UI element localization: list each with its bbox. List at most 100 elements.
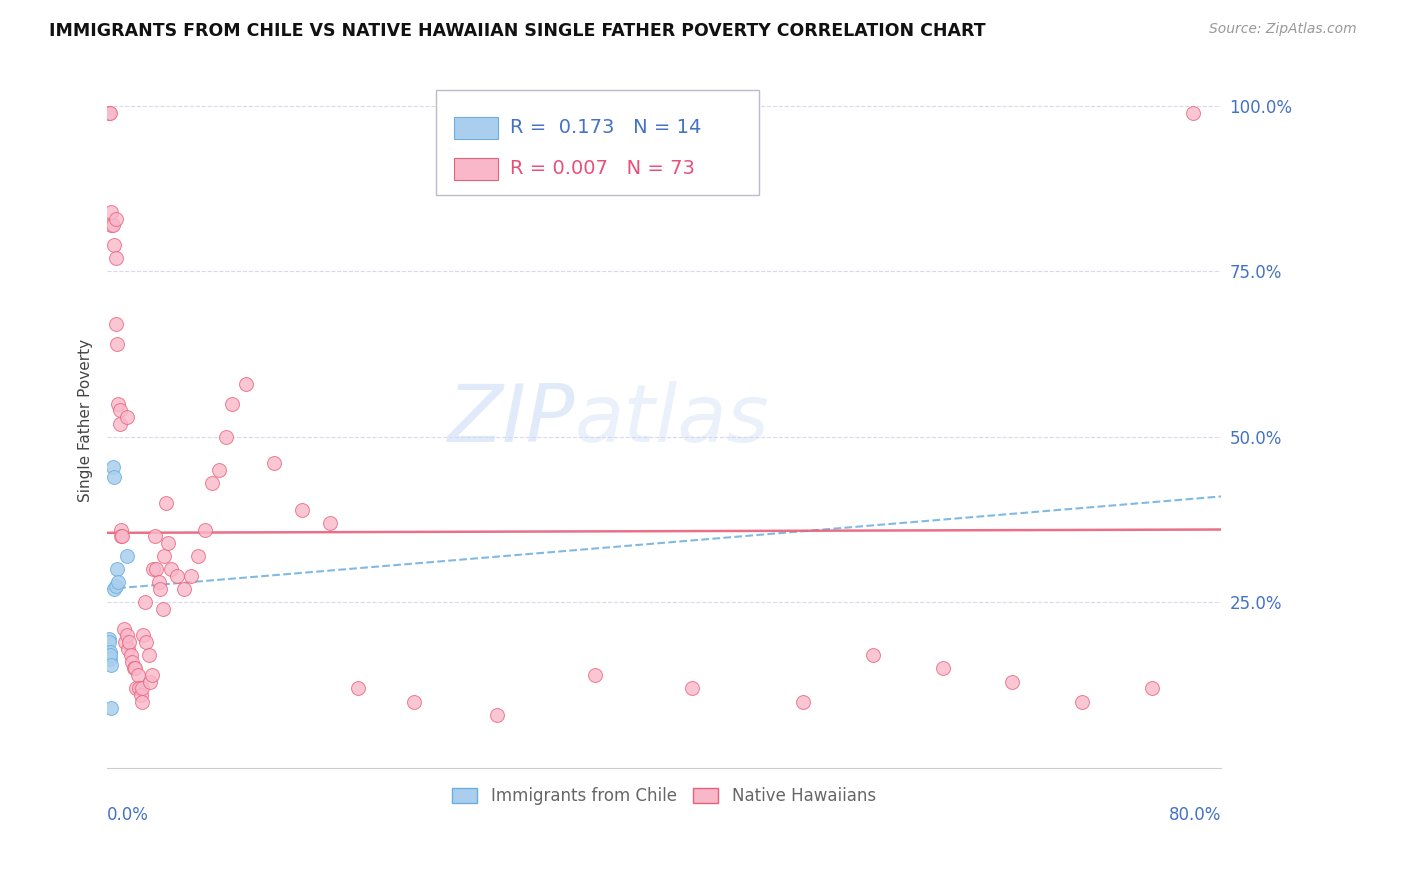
- Point: [128, 681, 150, 696]
- Point: [173, 582, 195, 596]
- Point: [124, 661, 146, 675]
- Point: [148, 575, 170, 590]
- Point: [115, 410, 138, 425]
- Point: [149, 582, 172, 596]
- Point: [97, 632, 120, 646]
- Point: [131, 694, 153, 708]
- Point: [201, 476, 224, 491]
- Point: [103, 582, 125, 596]
- Point: [101, 218, 124, 232]
- Point: [104, 211, 127, 226]
- Point: [221, 397, 243, 411]
- Point: [108, 403, 131, 417]
- Point: [862, 648, 884, 663]
- Point: [143, 529, 166, 543]
- Point: [108, 417, 131, 431]
- FancyBboxPatch shape: [454, 158, 498, 180]
- Text: atlas: atlas: [575, 382, 770, 459]
- Point: [214, 430, 236, 444]
- Point: [263, 456, 285, 470]
- Point: [100, 205, 122, 219]
- Point: [117, 641, 139, 656]
- Point: [118, 635, 141, 649]
- Point: [104, 252, 127, 266]
- Point: [1140, 681, 1163, 696]
- Point: [402, 694, 425, 708]
- Point: [681, 681, 703, 696]
- Point: [115, 628, 138, 642]
- Point: [110, 523, 132, 537]
- Point: [194, 523, 217, 537]
- Text: 0.0%: 0.0%: [107, 805, 149, 824]
- Point: [98, 648, 121, 663]
- Point: [112, 622, 135, 636]
- Point: [160, 562, 183, 576]
- Point: [142, 562, 165, 576]
- Point: [207, 463, 229, 477]
- Point: [347, 681, 370, 696]
- Point: [1001, 674, 1024, 689]
- Point: [98, 645, 121, 659]
- Point: [319, 516, 342, 530]
- Text: Source: ZipAtlas.com: Source: ZipAtlas.com: [1209, 22, 1357, 37]
- Point: [235, 376, 257, 391]
- Point: [138, 648, 160, 663]
- Point: [139, 674, 162, 689]
- Point: [134, 595, 156, 609]
- FancyBboxPatch shape: [454, 117, 498, 139]
- Point: [122, 661, 145, 675]
- Point: [104, 318, 127, 332]
- Point: [107, 575, 129, 590]
- Point: [1182, 105, 1205, 120]
- Point: [104, 579, 127, 593]
- Point: [105, 337, 128, 351]
- Point: [97, 635, 120, 649]
- Point: [120, 648, 142, 663]
- Point: [103, 469, 125, 483]
- Text: ZIP: ZIP: [447, 382, 575, 459]
- Point: [145, 562, 167, 576]
- Point: [291, 502, 314, 516]
- Text: R =  0.173   N = 14: R = 0.173 N = 14: [510, 119, 702, 137]
- Point: [101, 459, 124, 474]
- Point: [187, 549, 209, 563]
- Point: [180, 569, 202, 583]
- Point: [103, 238, 125, 252]
- Legend: Immigrants from Chile, Native Hawaiians: Immigrants from Chile, Native Hawaiians: [446, 780, 883, 812]
- Point: [110, 529, 132, 543]
- Point: [105, 562, 128, 576]
- Point: [792, 694, 814, 708]
- Point: [98, 651, 121, 665]
- Point: [155, 496, 177, 510]
- Point: [114, 635, 136, 649]
- Point: [1071, 694, 1094, 708]
- Point: [486, 707, 509, 722]
- Point: [932, 661, 955, 675]
- Point: [152, 602, 174, 616]
- Point: [583, 668, 606, 682]
- Y-axis label: Single Father Poverty: Single Father Poverty: [79, 339, 93, 502]
- Point: [121, 655, 143, 669]
- Point: [166, 569, 188, 583]
- Point: [135, 635, 157, 649]
- Point: [131, 681, 153, 696]
- Point: [100, 701, 122, 715]
- Point: [100, 658, 122, 673]
- Point: [107, 397, 129, 411]
- FancyBboxPatch shape: [436, 90, 759, 194]
- Point: [141, 668, 163, 682]
- Point: [129, 688, 152, 702]
- Point: [100, 218, 122, 232]
- Text: 80.0%: 80.0%: [1168, 805, 1222, 824]
- Point: [115, 549, 138, 563]
- Point: [97, 105, 120, 120]
- Text: IMMIGRANTS FROM CHILE VS NATIVE HAWAIIAN SINGLE FATHER POVERTY CORRELATION CHART: IMMIGRANTS FROM CHILE VS NATIVE HAWAIIAN…: [49, 22, 986, 40]
- Point: [153, 549, 176, 563]
- Point: [111, 529, 134, 543]
- Text: R = 0.007   N = 73: R = 0.007 N = 73: [510, 159, 696, 178]
- Point: [98, 105, 121, 120]
- Point: [157, 535, 180, 549]
- Point: [132, 628, 155, 642]
- Point: [125, 681, 148, 696]
- Point: [127, 668, 149, 682]
